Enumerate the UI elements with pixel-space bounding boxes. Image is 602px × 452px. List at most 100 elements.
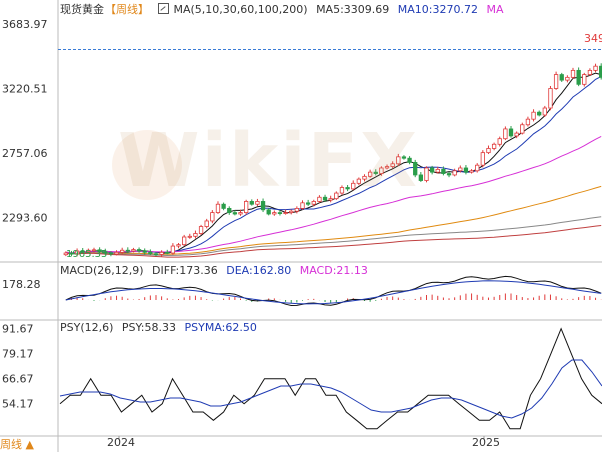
instrument-name: 现货黄金: [60, 3, 104, 16]
candle-body: [260, 201, 266, 211]
ma10-value: MA10:3270.72: [397, 3, 478, 16]
candle-body: [480, 152, 485, 166]
ma100-line: [65, 216, 602, 257]
candle-body: [322, 196, 328, 201]
psy-header: PSY(12,6) PSY:58.33 PSYMA:62.50: [60, 321, 262, 335]
psy-y-tick-label: 79.17: [2, 348, 34, 361]
candle-body: [384, 166, 390, 169]
candle-body: [283, 212, 288, 214]
candle-body: [339, 187, 345, 194]
candle-body: [294, 208, 300, 212]
candle-body: [413, 161, 418, 176]
ma200-line: [65, 225, 602, 258]
candle-body: [120, 249, 125, 253]
main-chart-header: 现货黄金【周线】 MA(5,10,30,60,100,200) MA5:3309…: [60, 3, 509, 17]
candle-body: [458, 167, 463, 172]
candle-body: [187, 235, 192, 238]
psyma-line: [59, 359, 602, 419]
candle-body: [401, 156, 407, 159]
candle-body: [300, 202, 305, 209]
candle-body: [148, 251, 153, 255]
candle-body: [277, 212, 283, 214]
ma-label[interactable]: MA(5,10,30,60,100,200): [173, 3, 308, 16]
ma5-value: MA5:3309.69: [316, 3, 390, 16]
candle-body: [69, 252, 74, 255]
candle-body: [570, 69, 576, 78]
candle-body: [429, 167, 435, 173]
low-price-label: 1965.35: [66, 249, 107, 260]
candle-body: [525, 118, 531, 126]
psyma-value: PSYMA:62.50: [184, 321, 257, 334]
psy-y-tick-label: 91.67: [2, 323, 34, 336]
candle-body: [508, 128, 514, 137]
candle-body: [311, 201, 316, 205]
candle-body: [215, 203, 221, 213]
candle-body: [351, 182, 356, 190]
candle-body: [182, 236, 187, 246]
candle-body: [108, 252, 114, 255]
candle-body: [396, 156, 401, 165]
candle-body: [497, 138, 502, 145]
candle-body: [159, 251, 164, 255]
macd-y-tick-label: 178.28: [2, 278, 41, 291]
period-selector[interactable]: 周线 ▲: [0, 438, 34, 451]
watermark-text: WikiFX: [118, 118, 420, 204]
candle-body: [125, 249, 130, 252]
candle-body: [593, 65, 598, 71]
period-label[interactable]: 【周线】: [105, 3, 149, 16]
candle-body: [587, 69, 593, 75]
candle-body: [210, 212, 215, 222]
candle-body: [328, 198, 333, 201]
x-tick-label: 2025: [472, 436, 500, 449]
candle-body: [537, 111, 542, 116]
candle-body: [114, 251, 119, 255]
main-y-tick-label: 2293.60: [2, 212, 48, 225]
candle-body: [565, 76, 570, 81]
candle-body: [91, 249, 97, 252]
candle-body: [86, 249, 91, 253]
candle-body: [582, 74, 587, 85]
macd-diff-line: [65, 275, 602, 307]
candle-body: [103, 251, 108, 254]
candle-body: [452, 170, 457, 176]
candle-body: [198, 226, 204, 234]
candle-body: [272, 212, 277, 215]
candle-body: [542, 107, 547, 116]
candle-body: [176, 244, 181, 247]
candle-body: [131, 249, 136, 252]
candle-body: [97, 249, 102, 253]
candle-body: [514, 132, 519, 137]
psy-name[interactable]: PSY(12,6): [60, 321, 114, 334]
candle-body: [136, 249, 142, 252]
main-y-tick-label: 2757.06: [2, 147, 48, 160]
candle-body: [520, 124, 525, 134]
candle-body: [244, 201, 249, 213]
candle-body: [153, 253, 159, 256]
macd-name[interactable]: MACD(26,12,9): [60, 264, 144, 277]
candle-body: [170, 245, 176, 254]
candle-body: [548, 88, 553, 109]
watermark-logo: [112, 130, 182, 200]
candle-body: [142, 250, 147, 253]
candle-body: [379, 167, 384, 174]
candle-body: [491, 143, 497, 149]
indicator-settings-icon[interactable]: [157, 3, 169, 14]
main-y-tick-label: 3683.97: [2, 18, 48, 31]
macd-header: MACD(26,12,9) DIFF:173.36 DEA:162.80 MAC…: [60, 264, 373, 278]
candle-body: [503, 128, 508, 140]
candle-body: [553, 74, 559, 89]
psy-y-tick-label: 66.67: [2, 373, 34, 386]
ma-more-label: MA: [486, 3, 504, 16]
candle-body: [345, 187, 350, 190]
candle-body: [407, 157, 412, 163]
macd-diff-value: DIFF:173.36: [152, 264, 218, 277]
candle-body: [221, 203, 226, 209]
candle-body: [238, 212, 243, 215]
candle-body: [232, 212, 238, 215]
candle-body: [289, 210, 294, 213]
candle-body: [193, 233, 198, 237]
candle-body: [599, 65, 602, 78]
candle-body: [249, 201, 254, 205]
candle-body: [74, 250, 80, 255]
